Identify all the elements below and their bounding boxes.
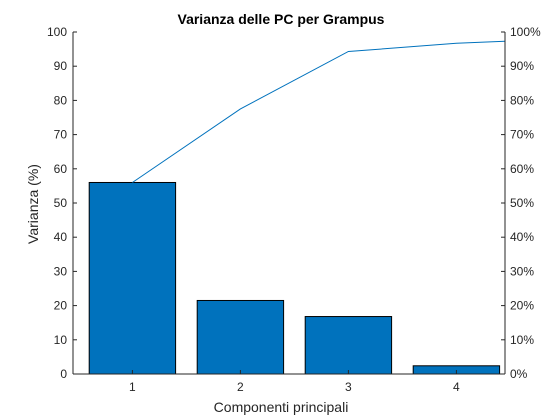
y2-tick-label: 70%	[510, 128, 534, 142]
y-tick-label: 90	[54, 59, 68, 73]
y-tick-label: 60	[54, 162, 68, 176]
y2-tick-label: 50%	[510, 196, 534, 210]
y2-tick-label: 80%	[510, 93, 534, 107]
y2-tick-label: 0%	[510, 367, 528, 381]
y-tick-label: 40	[54, 230, 68, 244]
y2-tick-label: 60%	[510, 162, 534, 176]
y-tick-label: 30	[54, 264, 68, 278]
y2-tick-label: 20%	[510, 299, 534, 313]
x-axis-label: Componenti principali	[214, 399, 349, 415]
x-tick-label: 2	[237, 380, 244, 394]
y2-tick-label: 40%	[510, 230, 534, 244]
y2-tick-label: 10%	[510, 333, 534, 347]
bar-1	[88, 181, 177, 375]
cumulative-line	[132, 40, 506, 183]
y-tick-label: 10	[54, 333, 68, 347]
y-tick-label: 0	[60, 367, 67, 381]
chart-title: Varianza delle PC per Grampus	[178, 11, 385, 27]
x-tick-label: 1	[129, 380, 136, 394]
plot-area: 0 10 20 30 40 50 60 70 80 90 100 0% 10% 20% 30% 40% 50% 6…	[47, 25, 541, 394]
y-tick-label: 50	[54, 196, 68, 210]
y-tick-label: 70	[54, 128, 68, 142]
y2-tick-label: 90%	[510, 59, 534, 73]
x-tick-label: 4	[453, 380, 460, 394]
y-tick-label: 80	[54, 93, 68, 107]
y-axis-label: Varianza (%)	[25, 164, 41, 244]
y-tick-label: 20	[54, 299, 68, 313]
y2-tick-label: 30%	[510, 264, 534, 278]
bar-2	[196, 299, 285, 375]
y-tick-label: 100	[47, 25, 67, 39]
y2-tick-label: 100%	[510, 25, 541, 39]
bar-3	[304, 316, 393, 375]
x-tick-label: 3	[345, 380, 352, 394]
